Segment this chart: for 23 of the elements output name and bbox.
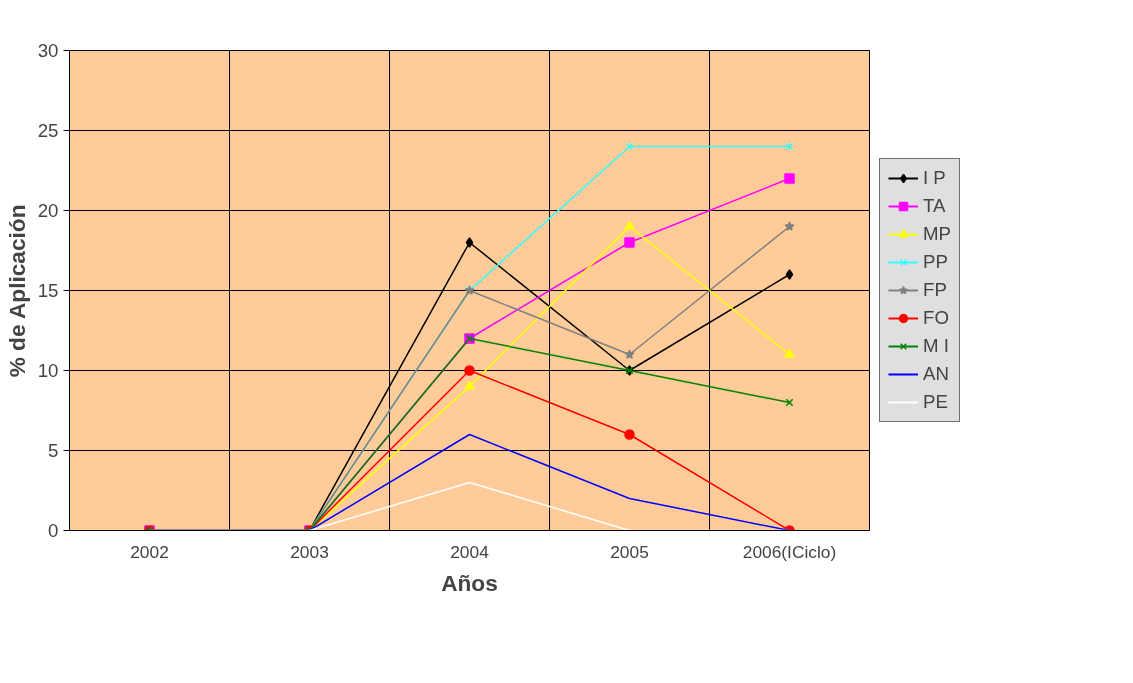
y-tick-label: 25 [37, 120, 59, 141]
y-tick-label: 10 [37, 360, 59, 381]
legend-label: PP [923, 251, 948, 273]
legend-label: FO [923, 307, 949, 329]
y-axis-title: % de Aplicación [3, 204, 30, 378]
legend-label: FP [923, 279, 947, 301]
y-tick-label: 0 [48, 520, 59, 541]
legend-label: MP [923, 223, 951, 245]
legend-label: TA [923, 195, 946, 217]
legend-label: AN [923, 363, 949, 385]
x-tick-label: 2004 [450, 541, 490, 562]
y-tick-label: 15 [37, 280, 59, 301]
x-tick-label: 2002 [130, 541, 169, 562]
y-tick-label: 5 [48, 440, 59, 461]
x-axis-title: Años [441, 569, 498, 596]
x-tick-label: 2003 [290, 541, 329, 562]
legend-label: M I [923, 335, 949, 357]
y-tick-label: 30 [37, 40, 59, 61]
x-tick-label: 2006(ICiclo) [742, 541, 837, 562]
y-tick-label: 20 [37, 200, 59, 221]
x-tick-label: 2005 [610, 541, 649, 562]
legend-label: I P [923, 167, 946, 189]
legend-label: PE [923, 391, 948, 413]
